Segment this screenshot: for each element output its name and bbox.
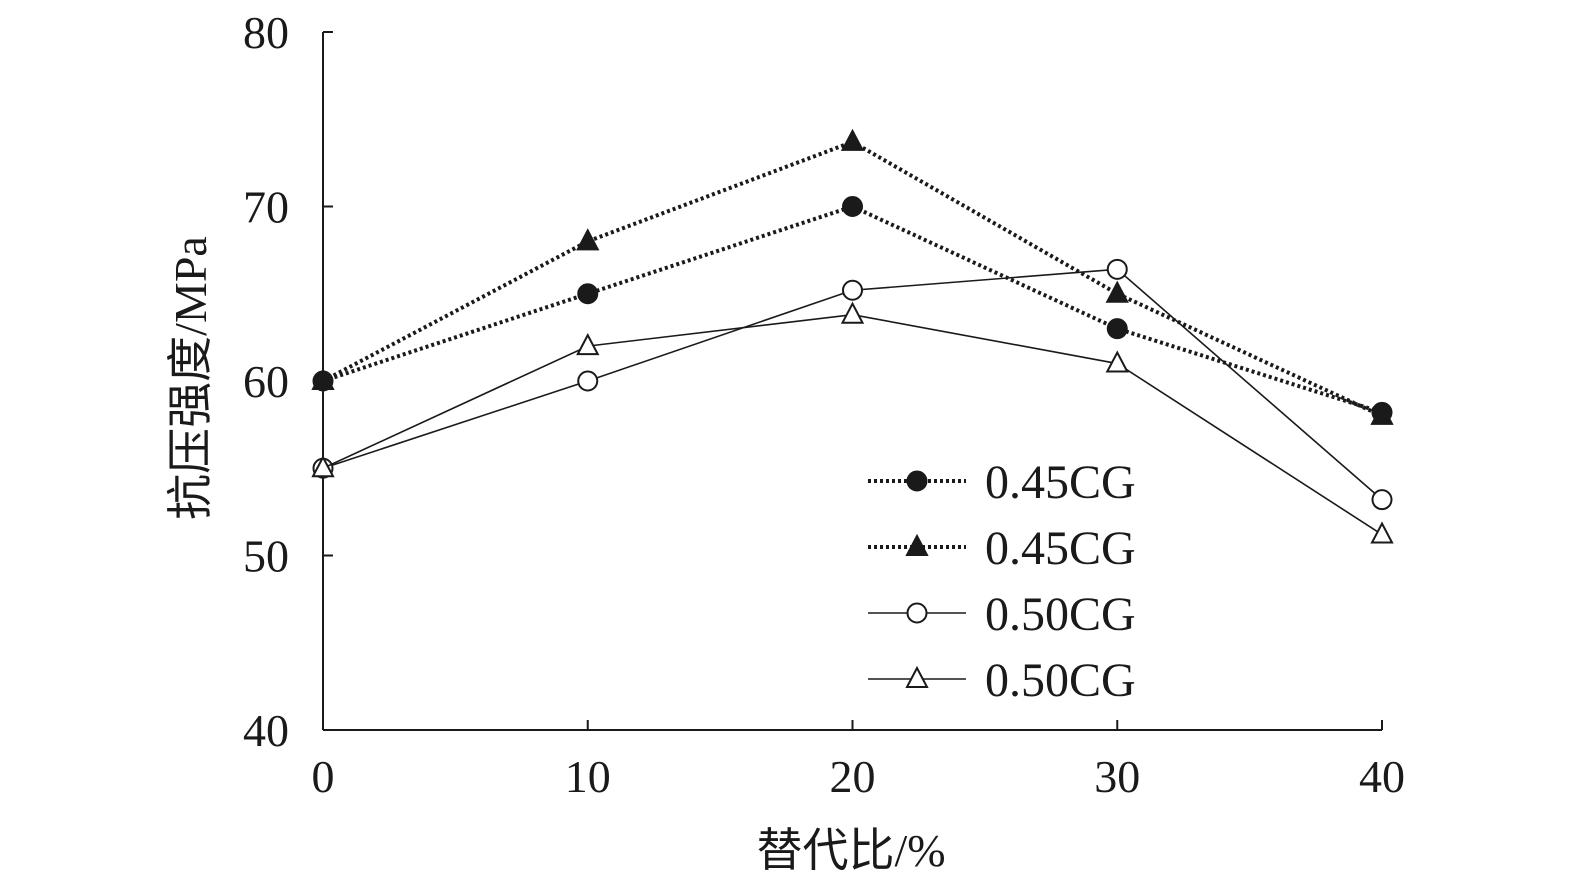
x-tick-label: 40: [1359, 751, 1405, 802]
legend-label: 0.50CG: [985, 588, 1136, 641]
y-tick-label: 50: [243, 531, 289, 582]
legend-marker: [906, 602, 928, 624]
x-tick-label: 30: [1094, 751, 1140, 802]
data-point: [1105, 280, 1129, 303]
data-point: [840, 301, 865, 324]
legend: 0.45CG 0.45CG 0.50CG 0.50CG: [868, 456, 1136, 707]
data-point: [1106, 318, 1128, 340]
x-tick-label: 0: [312, 751, 335, 802]
data-point: [842, 279, 863, 301]
data-point: [1370, 402, 1394, 425]
y-tick-label: 70: [243, 182, 289, 233]
data-point: [576, 332, 600, 356]
axes: 40 50 60 70 80 0 10 20 30 40: [243, 7, 1405, 802]
legend-item-1: 0.45CG: [868, 456, 1136, 509]
y-axis-label: 抗压强度/MPa: [165, 236, 216, 520]
legend-item-3: 0.50CG: [868, 588, 1136, 641]
series-line: [322, 313, 1383, 536]
legend-label: 0.50CG: [985, 654, 1136, 707]
series-layer: [311, 128, 1394, 544]
series-line: [322, 139, 1383, 418]
data-point: [1371, 489, 1393, 511]
legend-item-2: 0.45CG: [868, 522, 1136, 575]
data-point: [577, 370, 599, 392]
data-point: [1105, 350, 1129, 373]
legend-label: 0.45CG: [985, 456, 1136, 509]
legend-item-4: 0.50CG: [868, 654, 1136, 707]
data-point: [1370, 521, 1394, 544]
data-point: [311, 367, 335, 390]
legend-marker: [905, 533, 929, 556]
y-tick-label: 40: [243, 705, 289, 756]
y-tick-label: 80: [243, 7, 289, 58]
legend-marker: [905, 665, 929, 688]
data-point: [840, 128, 865, 151]
series-2: [311, 128, 1394, 425]
data-point: [1106, 258, 1128, 280]
x-axis-label: 替代比/%: [756, 825, 945, 876]
series-4: [311, 301, 1394, 544]
data-point: [576, 228, 600, 251]
legend-marker: [906, 470, 928, 492]
legend-label: 0.45CG: [985, 522, 1136, 575]
x-tick-label: 10: [565, 751, 611, 802]
data-point: [842, 196, 863, 217]
x-tick-label: 20: [830, 751, 876, 802]
series-3: [312, 258, 1393, 511]
data-point: [577, 283, 599, 305]
y-tick-label: 60: [243, 356, 289, 407]
data-point: [311, 455, 335, 478]
